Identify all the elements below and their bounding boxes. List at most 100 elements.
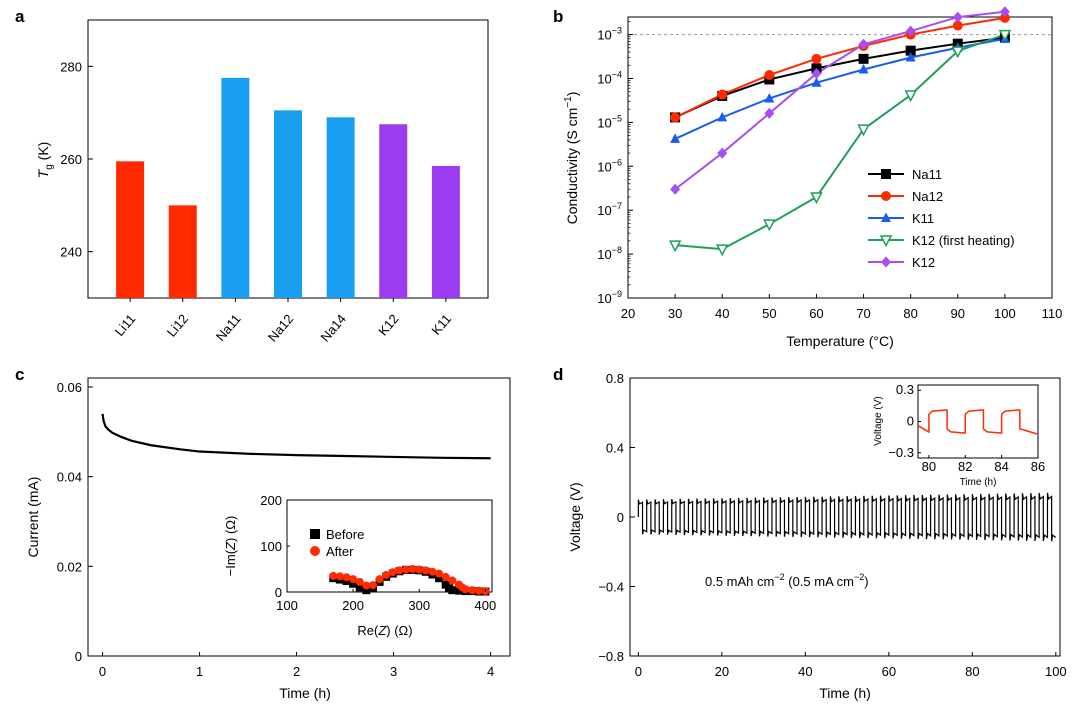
panel-d-voltage-trace [637, 492, 1057, 542]
y-tick-label: 10−6 [597, 157, 622, 174]
inset-point-after [421, 566, 430, 575]
legend-label: K12 [912, 255, 935, 270]
x-tick-label-k12: K12 [375, 311, 401, 338]
point-k12 [764, 107, 775, 119]
point-k12-first-heating [998, 29, 1012, 42]
inset-point-before [454, 586, 463, 595]
bar-k11 [431, 165, 460, 298]
y-tick-label: −0.8 [598, 649, 624, 664]
y-tick-label: 240 [60, 245, 82, 260]
y-tick-label: 10−3 [597, 26, 622, 43]
x-tick-label: 100 [994, 306, 1016, 321]
point-na12 [717, 89, 728, 100]
x-tick-label: 100 [1045, 664, 1067, 679]
x-tick-label: 40 [798, 664, 812, 679]
point-k12-first-heating [668, 240, 682, 253]
inset-point-after [329, 571, 338, 580]
y-tick-label: 10−4 [597, 69, 622, 86]
point-k11 [811, 77, 822, 87]
point-k12 [952, 11, 963, 23]
point-na12 [999, 12, 1010, 23]
inset-point-after [435, 569, 444, 578]
panel-a: 240 260 280 Li11 Li12 Na11 Na12 Na14 K12 K11 Tg … [35, 19, 489, 345]
point-k11 [670, 133, 681, 143]
x-tick-label-li12: Li12 [164, 311, 191, 339]
inset-x-tick-label: 84 [994, 459, 1008, 474]
inset-point-after [408, 565, 417, 573]
x-tick-label: 60 [809, 306, 823, 321]
legend-label: Na11 [912, 167, 942, 182]
legend-marker [881, 191, 891, 201]
y-tick-label: 0.02 [57, 559, 82, 574]
panel-b-xlabel: Temperature (°C) [786, 333, 894, 349]
panel-d-inset-xlabel: Time (h) [960, 477, 997, 488]
inset-point-before [435, 574, 444, 583]
y-tick-label: 0.06 [57, 380, 82, 395]
point-na12 [811, 53, 822, 64]
inset-x-tick-label: 80 [922, 459, 936, 474]
y-tick-label: 10−5 [597, 113, 622, 130]
x-tick-label: 0 [99, 664, 106, 679]
inset-point-after [342, 573, 351, 582]
series-line-na11 [674, 36, 1006, 119]
point-k12-first-heating [857, 124, 870, 137]
panel-a-label: a [15, 7, 25, 26]
x-tick-label-na11: Na11 [213, 311, 244, 344]
panel-b-frame [627, 16, 1053, 299]
point-k12 [670, 183, 681, 195]
x-tick-label-k11: K11 [428, 311, 454, 338]
inset-y-tick-label: 100 [260, 539, 282, 554]
x-tick-label: 0 [635, 664, 642, 679]
point-na11 [905, 45, 916, 56]
y-tick-label: 10−7 [597, 201, 622, 218]
inset-point-after [382, 570, 391, 579]
bar-li11 [116, 161, 145, 298]
inset-legend-marker [310, 529, 320, 539]
inset-point-after [461, 585, 470, 594]
series-line-k12-first-heating [675, 33, 1006, 251]
inset-y-tick-label: −0.3 [888, 445, 914, 460]
current-trace [101, 413, 491, 460]
y-tick-label: −0.4 [598, 580, 624, 595]
inset-point-after [402, 565, 411, 574]
point-k11 [858, 64, 869, 74]
x-tick-label: 2 [293, 664, 300, 679]
inset-x-tick-label: 400 [475, 598, 497, 613]
y-tick-label: 260 [60, 152, 82, 167]
inset-point-before [362, 586, 371, 595]
y-tick-label: 0 [75, 649, 82, 664]
bar-k12 [379, 124, 408, 298]
x-tick-label: 40 [715, 306, 729, 321]
inset-point-before [349, 579, 358, 588]
point-k12 [999, 6, 1010, 18]
x-tick-label-li11: Li11 [112, 311, 139, 339]
panel-c-frame [87, 377, 511, 657]
panel-c-inset-xlabel: Re(Z) (Ω) [357, 623, 412, 638]
panel-c-inset-ylabel: −Im(Z) (Ω) [223, 516, 238, 577]
legend-marker [881, 256, 891, 268]
bar-na14 [326, 117, 355, 298]
y-tick-label: 0.4 [606, 441, 624, 456]
inset-y-tick-label: 0 [907, 414, 914, 429]
x-tick-label: 90 [951, 306, 965, 321]
point-na12 [670, 112, 681, 123]
inset-x-tick-label: 82 [958, 459, 972, 474]
x-tick-label: 80 [903, 306, 917, 321]
inset-point-before [448, 586, 457, 595]
y-tick-label: 280 [60, 59, 82, 74]
point-k12-first-heating [951, 46, 965, 59]
legend-marker [881, 169, 891, 179]
inset-x-tick-label: 100 [276, 598, 298, 613]
x-tick-label: 80 [965, 664, 979, 679]
panel-d-inset-frame [917, 384, 1039, 459]
series-line-k12 [674, 10, 1006, 191]
bar-na11 [221, 77, 250, 299]
inset-legend-marker [310, 546, 320, 556]
inset-x-tick-label: 300 [408, 598, 430, 613]
y-tick-label: 0 [617, 510, 624, 525]
panel-d-ylabel: Voltage (V) [567, 482, 583, 551]
x-tick-label: 60 [882, 664, 896, 679]
inset-point-after [355, 577, 364, 586]
x-tick-label: 50 [762, 306, 776, 321]
